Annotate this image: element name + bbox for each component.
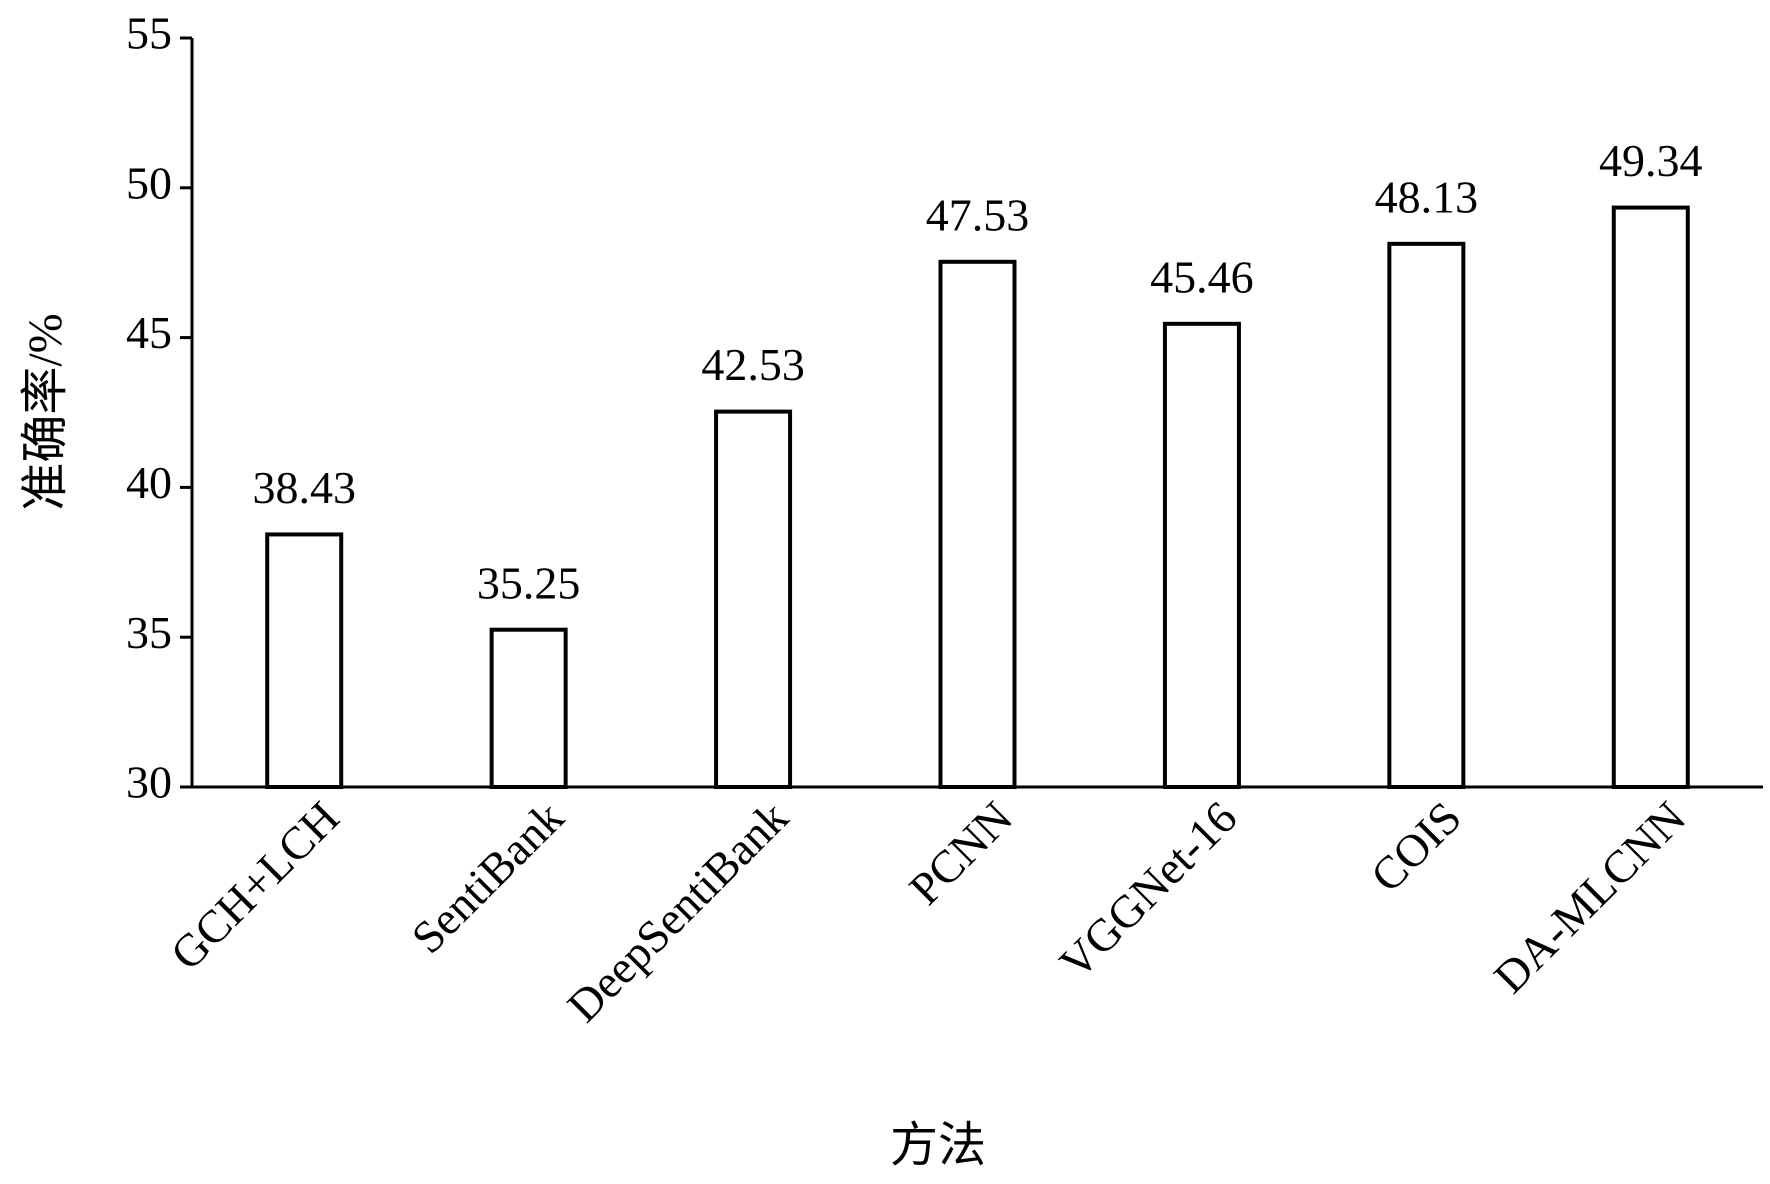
- y-tick-label: 45: [126, 307, 172, 358]
- x-tick-label: PCNN: [899, 791, 1022, 914]
- x-tick-label: SentiBank: [402, 791, 574, 963]
- y-tick-label: 30: [126, 757, 172, 808]
- bar: [1387, 241, 1466, 789]
- x-axis-label: 方法: [890, 1119, 986, 1172]
- value-label: 48.13: [1375, 171, 1479, 222]
- y-axis-label: 准确率/%: [19, 313, 72, 510]
- y-tick-label: 35: [126, 607, 172, 658]
- y-tick-label: 40: [126, 457, 172, 508]
- bar: [714, 409, 793, 789]
- x-tick-label: GCH+LCH: [161, 791, 349, 979]
- bar: [938, 259, 1017, 789]
- value-label: 49.34: [1599, 135, 1703, 186]
- x-tick-label: DA-MLCNN: [1484, 791, 1695, 1002]
- y-tick-label: 50: [126, 157, 172, 208]
- value-label: 47.53: [926, 189, 1030, 240]
- bar: [1611, 205, 1690, 789]
- bar: [265, 532, 344, 789]
- x-tick-label: DeepSentiBank: [557, 791, 797, 1031]
- bar: [1162, 321, 1241, 789]
- x-tick-label: VGGNet-16: [1050, 791, 1247, 988]
- value-label: 35.25: [477, 557, 581, 608]
- value-label: 42.53: [701, 339, 805, 390]
- value-label: 38.43: [252, 462, 356, 513]
- value-label: 45.46: [1150, 251, 1254, 302]
- y-tick-label: 55: [126, 8, 172, 59]
- x-tick-label: COIS: [1361, 791, 1471, 901]
- bar: [489, 627, 568, 790]
